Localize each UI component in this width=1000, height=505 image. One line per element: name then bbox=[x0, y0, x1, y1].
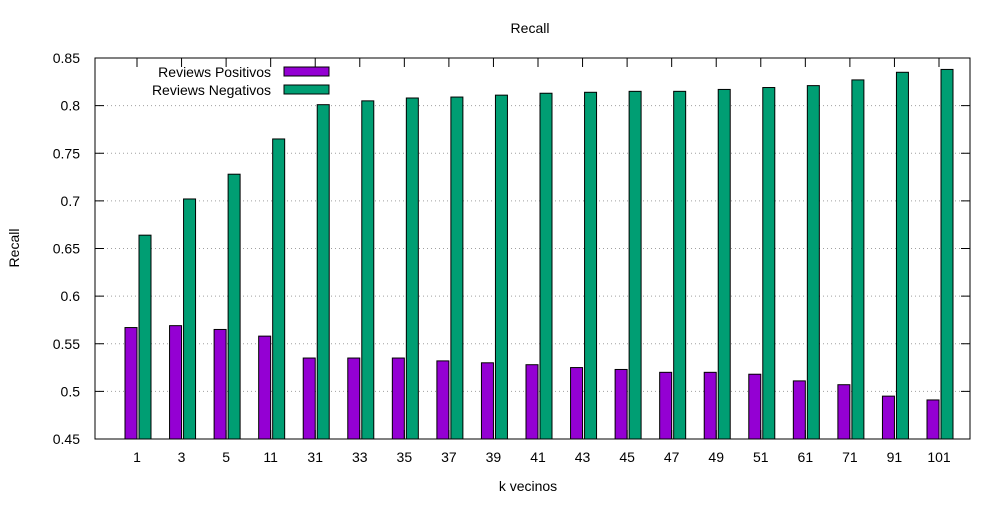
bar-positivos bbox=[302, 357, 316, 440]
bar-positivos bbox=[570, 367, 584, 440]
bar-negativos bbox=[183, 198, 197, 440]
bar-negativos bbox=[673, 90, 687, 440]
bar-positivos bbox=[748, 373, 762, 440]
x-tick-label: 71 bbox=[842, 449, 858, 465]
y-axis-label: Recall bbox=[6, 229, 22, 268]
x-tick-label: 31 bbox=[307, 449, 323, 465]
y-tick-label: 0.8 bbox=[61, 98, 81, 114]
x-tick-label: 39 bbox=[486, 449, 502, 465]
bar-positivos bbox=[347, 357, 361, 440]
bar-negativos bbox=[494, 94, 508, 440]
bar-positivos bbox=[213, 328, 227, 440]
bar-negativos bbox=[717, 88, 731, 440]
x-tick-label: 61 bbox=[798, 449, 814, 465]
bar-positivos bbox=[881, 395, 895, 440]
bar-negativos bbox=[628, 90, 642, 440]
bars bbox=[124, 68, 954, 440]
bar-negativos bbox=[316, 104, 330, 440]
bar-negativos bbox=[539, 92, 553, 440]
x-tick-label: 49 bbox=[708, 449, 724, 465]
bar-positivos bbox=[659, 371, 673, 440]
x-tick-label: 33 bbox=[352, 449, 368, 465]
tick-labels: 0.450.50.550.60.650.70.750.80.851 3 5 11 31 3… bbox=[53, 50, 951, 465]
bar-positivos bbox=[926, 399, 940, 440]
bar-positivos bbox=[169, 325, 183, 440]
x-tick-label: 37 bbox=[441, 449, 457, 465]
y-tick-label: 0.6 bbox=[61, 288, 81, 304]
bar-positivos bbox=[703, 371, 717, 440]
bar-positivos bbox=[614, 368, 628, 440]
x-tick-label: 1 bbox=[133, 449, 141, 465]
bar-negativos bbox=[272, 138, 286, 440]
bar-negativos bbox=[405, 97, 419, 440]
bar-negativos bbox=[940, 68, 954, 440]
bar-positivos bbox=[480, 362, 494, 440]
y-tick-label: 0.85 bbox=[53, 50, 80, 66]
bar-negativos bbox=[762, 87, 776, 440]
y-tick-label: 0.75 bbox=[53, 145, 80, 161]
bar-positivos bbox=[436, 360, 450, 440]
legend: Reviews Positivos Reviews Negativos bbox=[152, 64, 330, 98]
x-tick-label: 41 bbox=[530, 449, 546, 465]
bar-positivos bbox=[391, 357, 405, 440]
bar-negativos bbox=[806, 85, 820, 440]
y-tick-label: 0.45 bbox=[53, 431, 80, 447]
x-tick-label: 35 bbox=[397, 449, 413, 465]
bar-negativos bbox=[227, 173, 241, 440]
bar-positivos bbox=[525, 364, 539, 440]
x-tick-label: 91 bbox=[887, 449, 903, 465]
bar-negativos bbox=[584, 91, 598, 440]
x-tick-label: 5 bbox=[222, 449, 230, 465]
x-axis-label: k vecinos bbox=[499, 478, 557, 494]
bar-negativos bbox=[851, 79, 865, 440]
y-tick-label: 0.65 bbox=[53, 241, 80, 257]
x-tick-label: 51 bbox=[753, 449, 769, 465]
legend-swatch-positivos bbox=[283, 66, 330, 77]
x-tick-label: 45 bbox=[619, 449, 635, 465]
x-tick-label: 47 bbox=[664, 449, 680, 465]
bar-positivos bbox=[124, 327, 138, 440]
x-tick-label: 101 bbox=[927, 449, 951, 465]
bar-negativos bbox=[138, 234, 152, 440]
legend-label-positivos: Reviews Positivos bbox=[158, 64, 271, 80]
legend-label-negativos: Reviews Negativos bbox=[152, 82, 271, 98]
y-tick-label: 0.5 bbox=[61, 383, 81, 399]
x-tick-label: 11 bbox=[263, 449, 278, 465]
bar-negativos bbox=[361, 100, 375, 440]
x-tick-label: 43 bbox=[575, 449, 591, 465]
axis-ticks bbox=[95, 57, 970, 440]
bar-negativos bbox=[895, 71, 909, 440]
chart-title: Recall bbox=[511, 20, 550, 36]
bar-positivos bbox=[792, 380, 806, 440]
y-tick-label: 0.7 bbox=[61, 193, 81, 209]
y-tick-label: 0.55 bbox=[53, 336, 80, 352]
bar-positivos bbox=[258, 335, 272, 440]
legend-swatch-negativos bbox=[283, 84, 330, 95]
x-tick-label: 3 bbox=[178, 449, 186, 465]
bar-negativos bbox=[450, 96, 464, 440]
bar-positivos bbox=[837, 384, 851, 440]
